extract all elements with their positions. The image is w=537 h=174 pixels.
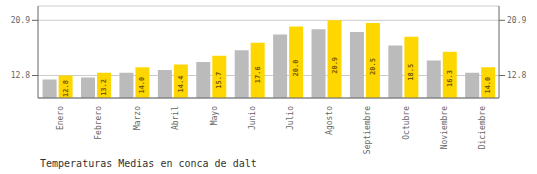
svg-text:Noviembre: Noviembre bbox=[440, 106, 449, 150]
svg-text:Julio: Julio bbox=[286, 106, 295, 130]
svg-text:Diciembre: Diciembre bbox=[478, 106, 487, 150]
svg-text:Octubre: Octubre bbox=[402, 106, 411, 140]
svg-text:12.8: 12.8 bbox=[62, 80, 70, 97]
svg-text:20.0: 20.0 bbox=[292, 60, 300, 77]
svg-text:Enero: Enero bbox=[56, 106, 65, 130]
svg-text:Junio: Junio bbox=[248, 106, 257, 130]
svg-text:14.4: 14.4 bbox=[177, 76, 185, 93]
svg-text:14.0: 14.0 bbox=[484, 77, 492, 94]
svg-text:Febrero: Febrero bbox=[94, 106, 103, 140]
svg-text:Agosto: Agosto bbox=[325, 106, 334, 135]
svg-text:Septiembre: Septiembre bbox=[363, 106, 372, 154]
svg-text:Abril: Abril bbox=[171, 106, 180, 130]
svg-text:12.8: 12.8 bbox=[507, 71, 526, 80]
svg-text:15.7: 15.7 bbox=[215, 72, 223, 89]
svg-text:20.5: 20.5 bbox=[369, 58, 377, 75]
svg-text:12.8: 12.8 bbox=[11, 71, 30, 80]
svg-text:17.6: 17.6 bbox=[254, 66, 262, 83]
svg-text:20.9: 20.9 bbox=[507, 16, 526, 25]
svg-text:16.3: 16.3 bbox=[446, 70, 454, 87]
svg-text:13.2: 13.2 bbox=[100, 79, 108, 96]
svg-text:14.0: 14.0 bbox=[138, 77, 146, 94]
html-text:Temperaturas Medias en conca d: Temperaturas Medias en conca de dalt bbox=[40, 158, 257, 169]
svg-text:18.5: 18.5 bbox=[407, 64, 415, 81]
svg-text:20.9: 20.9 bbox=[11, 16, 30, 25]
svg-text:Mayo: Mayo bbox=[210, 106, 219, 125]
svg-text:20.9: 20.9 bbox=[331, 57, 339, 74]
svg-text:Marzo: Marzo bbox=[133, 106, 142, 130]
